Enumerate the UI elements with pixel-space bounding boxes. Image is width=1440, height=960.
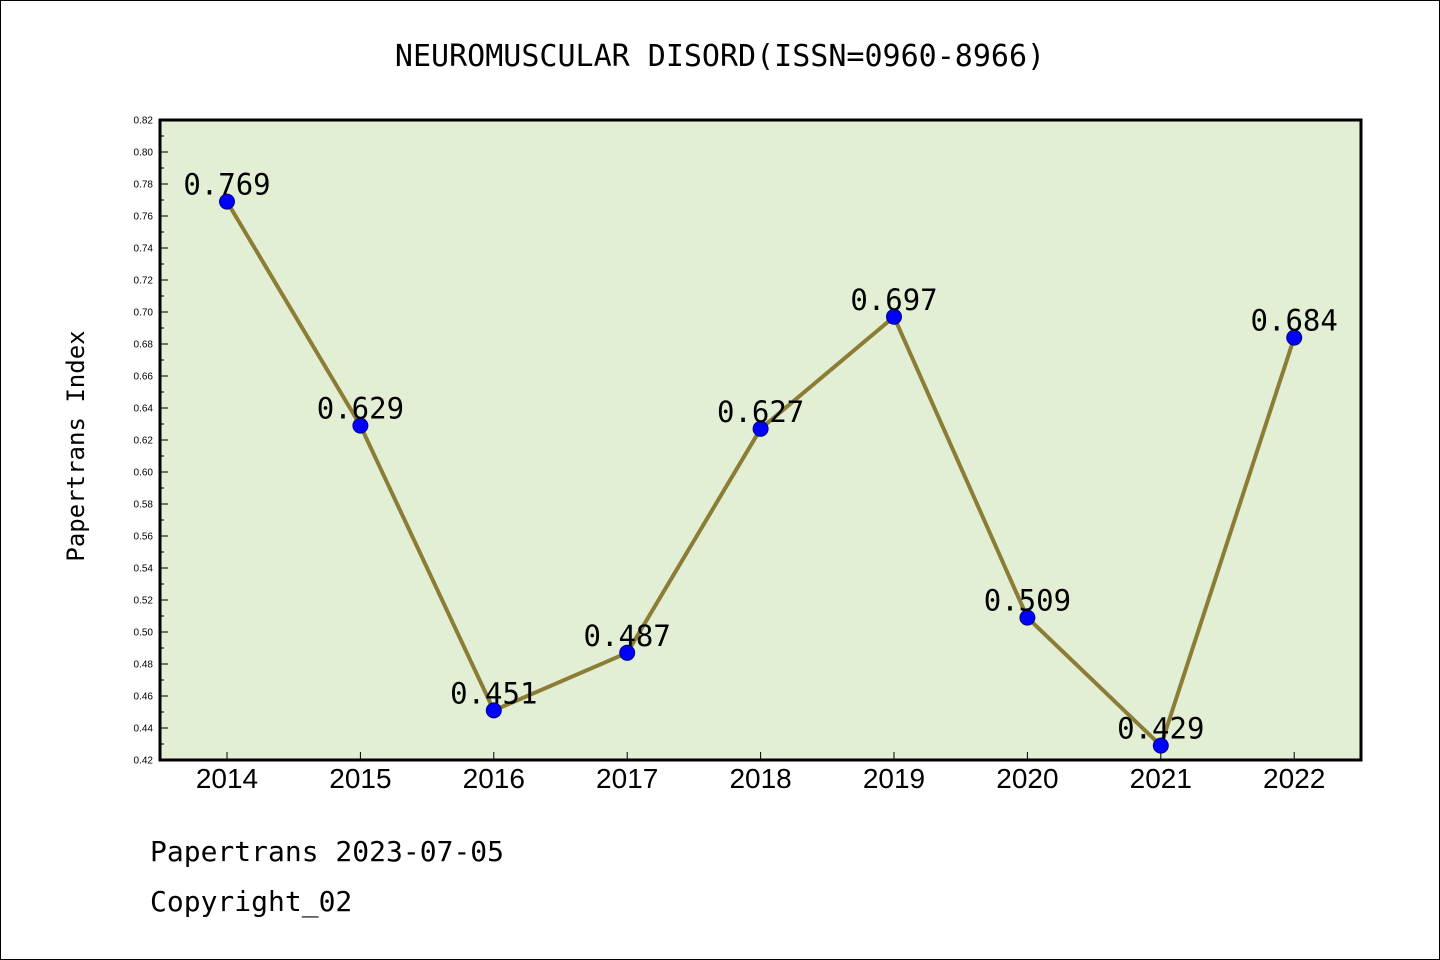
x-tick-label: 2015 [329,763,391,794]
x-tick-label: 2016 [463,763,525,794]
data-label: 0.684 [1251,304,1338,338]
y-axis-label: Papertrans Index [62,330,90,561]
y-tick-label: 0.68 [134,340,154,351]
footer-date-line: Papertrans 2023-07-05 [150,835,505,868]
x-tick-label: 2019 [863,763,925,794]
y-tick-label: 0.78 [134,180,154,191]
y-tick-label: 0.80 [134,148,154,159]
y-tick-label: 0.82 [134,116,154,127]
data-label: 0.451 [450,676,537,710]
data-markers [219,193,1303,754]
data-point [619,644,636,661]
y-tick-label: 0.44 [134,724,154,735]
x-tick-label: 2018 [729,763,791,794]
y-tick-label: 0.76 [134,212,154,223]
x-tick-label: 2014 [196,763,258,794]
data-point [1152,737,1169,754]
data-label: 0.429 [1117,712,1204,746]
data-point [485,702,502,719]
y-tick-label: 0.46 [134,692,154,703]
footer-copyright: Copyright_02 [150,885,353,918]
x-tick-label: 2020 [996,763,1058,794]
plot-area [160,120,1361,760]
data-label: 0.509 [984,584,1071,618]
y-tick-label: 0.48 [134,660,154,671]
y-tick-label: 0.62 [134,436,154,447]
data-label: 0.487 [584,619,671,653]
data-label: 0.697 [850,283,937,317]
y-tick-label: 0.54 [134,564,154,575]
data-label: 0.769 [183,168,270,202]
plot-border [158,118,1363,762]
y-tick-label: 0.42 [134,756,154,767]
x-tick-label: 2021 [1130,763,1192,794]
y-tick-label: 0.58 [134,500,154,511]
x-axis: 2014 2015 2016 2017 2018 2019 2020 2021 2022 [196,752,1325,794]
data-point [886,308,902,325]
data-point [1286,329,1303,346]
y-tick-label: 0.64 [134,404,154,415]
y-tick-label: 0.52 [134,596,154,607]
data-point [752,420,769,437]
chart-title: NEUROMUSCULAR DISORD(ISSN=0960-8966) [395,39,1045,74]
data-point [219,193,235,210]
y-tick-label: 0.66 [134,372,154,383]
y-tick-label: 0.56 [134,532,154,543]
y-tick-label: 0.60 [134,468,154,479]
data-point [352,417,369,434]
data-point [1019,609,1036,626]
data-label: 0.629 [317,392,404,426]
data-labels: 0.769 0.629 0.451 0.487 0.627 0.697 0.509 0.429… [183,168,1338,746]
data-label: 0.627 [717,395,804,429]
x-tick-label: 2017 [596,763,658,794]
y-tick-label: 0.70 [134,308,154,319]
y-tick-label: 0.50 [134,628,154,639]
y-axis: 0.42 0.44 0.46 0.48 0.50 0.52 0.54 0.56 0.58 0.60… [134,116,168,767]
y-tick-label: 0.72 [134,276,154,287]
y-tick-label: 0.74 [134,244,154,255]
x-tick-label: 2022 [1263,763,1325,794]
